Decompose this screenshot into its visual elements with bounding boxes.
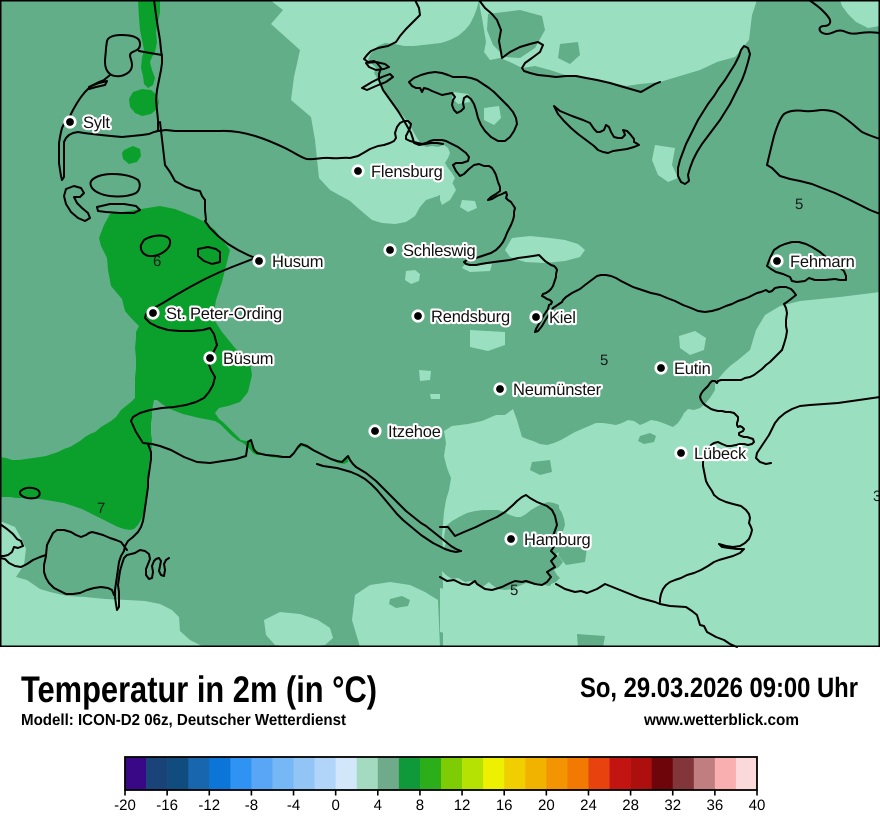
svg-text:Rendsburg: Rendsburg bbox=[431, 308, 510, 326]
svg-text:0: 0 bbox=[331, 797, 339, 814]
svg-text:20: 20 bbox=[538, 797, 555, 814]
svg-text:Modell: ICON-D2 06z, Deutscher: Modell: ICON-D2 06z, Deutscher Wetterdie… bbox=[21, 712, 347, 729]
svg-text:Husum: Husum bbox=[272, 253, 323, 271]
svg-text:-12: -12 bbox=[198, 797, 220, 814]
svg-text:36: 36 bbox=[707, 797, 724, 814]
svg-text:5: 5 bbox=[600, 352, 608, 369]
svg-text:Lübeck: Lübeck bbox=[694, 445, 747, 463]
svg-text:Sylt: Sylt bbox=[83, 114, 110, 132]
svg-text:16: 16 bbox=[496, 797, 513, 814]
svg-text:28: 28 bbox=[622, 797, 639, 814]
svg-text:-16: -16 bbox=[156, 797, 178, 814]
svg-text:-4: -4 bbox=[287, 797, 300, 814]
svg-text:www.wetterblick.com: www.wetterblick.com bbox=[643, 712, 799, 729]
svg-text:Hamburg: Hamburg bbox=[524, 531, 590, 549]
svg-text:6: 6 bbox=[153, 253, 161, 270]
svg-text:12: 12 bbox=[454, 797, 471, 814]
svg-text:Itzehoe: Itzehoe bbox=[388, 423, 441, 441]
svg-text:24: 24 bbox=[580, 797, 597, 814]
svg-text:5: 5 bbox=[510, 582, 518, 599]
svg-text:Fehmarn: Fehmarn bbox=[790, 253, 855, 271]
svg-text:3: 3 bbox=[873, 488, 880, 505]
svg-text:4: 4 bbox=[374, 797, 382, 814]
svg-text:Büsum: Büsum bbox=[223, 350, 273, 368]
svg-text:-8: -8 bbox=[245, 797, 258, 814]
svg-text:Eutin: Eutin bbox=[674, 360, 711, 378]
svg-text:So, 29.03.2026 09:00 Uhr: So, 29.03.2026 09:00 Uhr bbox=[580, 672, 858, 703]
svg-text:-20: -20 bbox=[114, 797, 136, 814]
svg-text:8: 8 bbox=[416, 797, 424, 814]
svg-text:Neumünster: Neumünster bbox=[513, 381, 602, 399]
svg-text:32: 32 bbox=[664, 797, 681, 814]
svg-text:Kiel: Kiel bbox=[549, 309, 576, 327]
svg-text:5: 5 bbox=[795, 196, 803, 213]
svg-text:7: 7 bbox=[97, 500, 105, 517]
svg-text:40: 40 bbox=[749, 797, 766, 814]
svg-text:Schleswig: Schleswig bbox=[403, 242, 476, 260]
svg-text:Flensburg: Flensburg bbox=[371, 163, 443, 181]
svg-text:St. Peter-Ording: St. Peter-Ording bbox=[166, 305, 282, 323]
svg-text:Temperatur in 2m (in °C): Temperatur in 2m (in °C) bbox=[21, 669, 377, 710]
